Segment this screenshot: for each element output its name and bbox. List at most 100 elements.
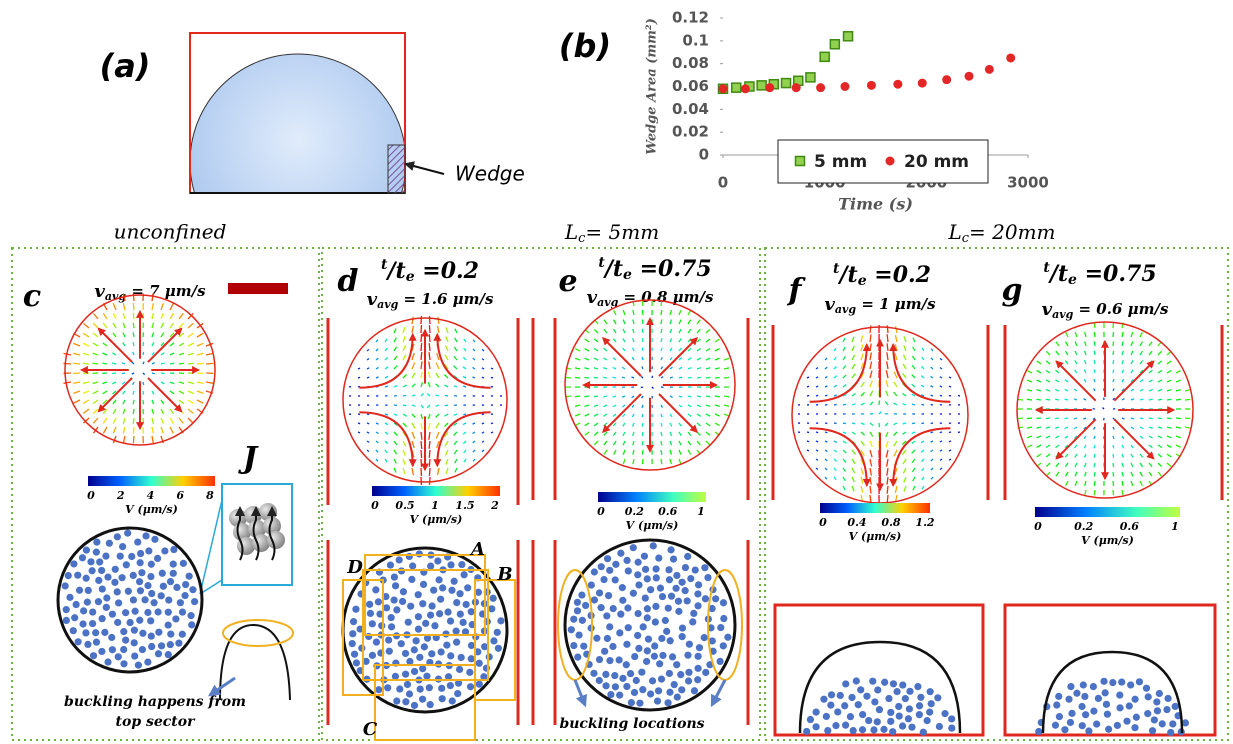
vector [1122, 379, 1124, 382]
vector [706, 329, 710, 333]
particle [695, 653, 702, 660]
vector [1094, 436, 1095, 439]
vector [170, 313, 173, 319]
particle [1159, 720, 1166, 727]
vector [103, 353, 107, 355]
particle [420, 581, 427, 588]
vector [894, 382, 897, 387]
point [816, 83, 825, 92]
vector [112, 353, 116, 355]
vector [724, 368, 729, 369]
vector [421, 414, 422, 419]
vector [1113, 490, 1114, 495]
vector [949, 441, 951, 442]
vector [1055, 399, 1059, 400]
vector [113, 400, 116, 404]
vector [133, 332, 134, 337]
vector [870, 459, 872, 466]
vector [706, 414, 710, 416]
vector [428, 382, 430, 387]
vector [1149, 399, 1153, 400]
particle [717, 658, 724, 665]
particle [905, 715, 912, 722]
vector [83, 323, 89, 328]
vector [1158, 427, 1162, 428]
vector [103, 409, 107, 414]
legend-label: 5 mm [814, 152, 867, 172]
particle [138, 569, 145, 576]
particle [647, 690, 654, 697]
text-part: = 20mm [969, 220, 1056, 244]
colorbar [88, 476, 215, 486]
vector [949, 377, 951, 378]
vector [949, 450, 951, 451]
particle [644, 647, 651, 654]
vector [394, 432, 397, 436]
vector [464, 459, 466, 462]
particle [427, 611, 434, 618]
vector [852, 404, 855, 405]
particle [656, 660, 663, 667]
vector [894, 441, 897, 446]
particle [859, 711, 866, 718]
particle [841, 702, 848, 709]
particle [702, 669, 709, 676]
vector [688, 450, 691, 454]
particle [170, 546, 177, 553]
vector [491, 432, 493, 433]
vector [152, 418, 153, 424]
vector [464, 450, 466, 453]
particle [160, 583, 167, 590]
vector [1113, 388, 1114, 391]
vector [385, 348, 387, 351]
vector [1046, 351, 1050, 355]
vector [73, 353, 80, 355]
vector [921, 404, 924, 405]
vector [679, 358, 682, 360]
particle [941, 710, 948, 717]
vector [886, 432, 888, 437]
particle [454, 690, 461, 697]
particle [687, 575, 694, 582]
particle [602, 671, 609, 678]
particle [431, 622, 438, 629]
vector [473, 340, 475, 342]
vector [188, 400, 194, 403]
point [965, 72, 974, 81]
vector [903, 459, 906, 464]
particle [652, 618, 659, 625]
particle [570, 642, 577, 649]
vector [870, 362, 872, 369]
vector [614, 441, 616, 445]
vector [1131, 389, 1134, 391]
particle [917, 694, 924, 701]
vector [170, 409, 174, 414]
vector [697, 423, 701, 426]
particle [148, 590, 155, 597]
particle [82, 629, 89, 636]
text-part: avg [377, 298, 399, 311]
vector [1055, 427, 1059, 428]
text-part: =0.2 [415, 258, 479, 284]
vector [113, 409, 116, 414]
vector [93, 391, 98, 394]
vector [1113, 436, 1114, 439]
vector [706, 423, 710, 426]
panel-label: (a) [100, 47, 151, 85]
vector [1075, 454, 1077, 457]
vector [613, 432, 616, 436]
vector [64, 382, 71, 383]
vector [1074, 427, 1077, 429]
vector [594, 358, 598, 360]
vector [143, 373, 145, 375]
vector [463, 432, 466, 434]
particle [630, 590, 637, 597]
particle [131, 639, 138, 646]
vector [446, 468, 448, 474]
vector [1027, 427, 1032, 428]
vector [661, 405, 662, 408]
particle [428, 650, 435, 657]
particle [476, 681, 483, 688]
vector [455, 459, 457, 463]
vector [825, 477, 827, 479]
